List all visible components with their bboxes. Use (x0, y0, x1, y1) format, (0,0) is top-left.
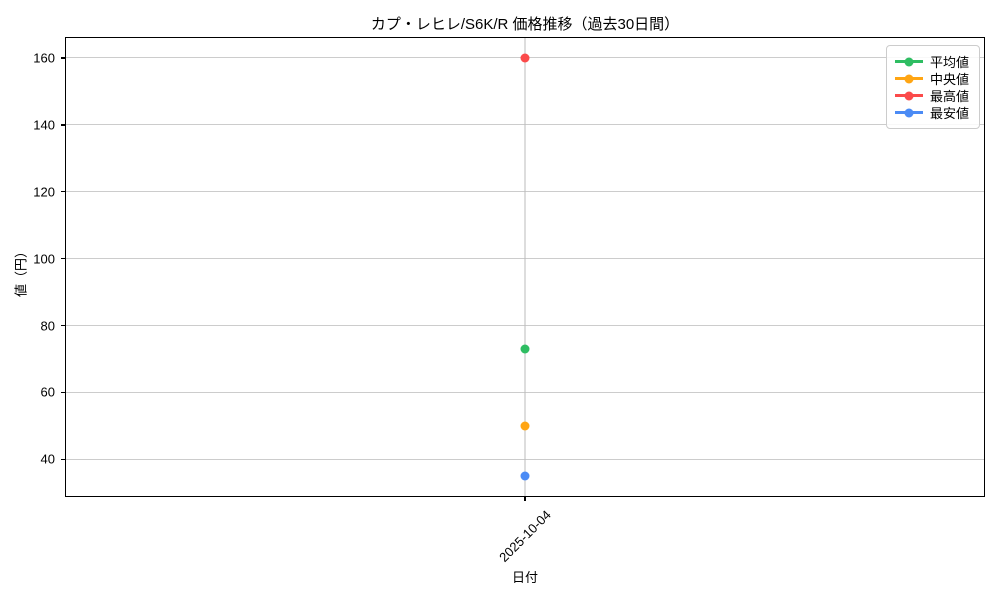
y-tick-label: 160 (33, 50, 55, 66)
legend-dot (904, 74, 914, 83)
y-tick-mark (61, 57, 65, 59)
y-tick-mark (61, 458, 65, 461)
legend-item: 最安値 (894, 104, 969, 121)
legend-marker (894, 57, 923, 66)
legend-dot (904, 91, 914, 100)
x-gridline (524, 37, 526, 497)
legend-label: 最安値 (929, 106, 969, 121)
legend-marker (894, 74, 923, 83)
data-point-marker (520, 53, 530, 63)
y-tick-label: 120 (33, 184, 55, 200)
y-tick-mark (61, 124, 65, 126)
legend-item: 中央値 (894, 70, 969, 87)
legend-dot (904, 108, 914, 117)
y-tick-mark (61, 324, 65, 327)
data-point-marker (520, 421, 530, 431)
y-tick-label: 40 (40, 451, 55, 467)
y-tick-mark (61, 190, 65, 193)
legend-marker (894, 108, 923, 117)
data-point-marker (520, 471, 530, 481)
legend-marker (894, 91, 923, 100)
legend-label: 最高値 (929, 89, 969, 104)
x-tick-label: 2025-10-04 (496, 507, 554, 565)
y-tick-mark (61, 391, 65, 394)
legend: 平均値中央値最高値最安値 (885, 45, 980, 129)
x-axis-label: 日付 (511, 570, 538, 585)
y-tick-mark (61, 257, 65, 260)
data-point-marker (520, 344, 530, 354)
chart-title: カプ・レヒレ/S6K/R 価格推移（過去30日間） (370, 16, 680, 33)
y-tick-label: 140 (33, 117, 55, 133)
legend-label: 平均値 (929, 55, 969, 70)
y-tick-label: 80 (40, 318, 55, 334)
plot-area (65, 37, 985, 497)
y-tick-label: 100 (33, 251, 55, 267)
y-tick-label: 60 (40, 384, 55, 400)
x-tick-mark (524, 497, 526, 501)
legend-item: 最高値 (894, 87, 969, 104)
legend-label: 中央値 (929, 72, 969, 87)
legend-item: 平均値 (894, 53, 969, 70)
legend-dot (904, 57, 914, 66)
